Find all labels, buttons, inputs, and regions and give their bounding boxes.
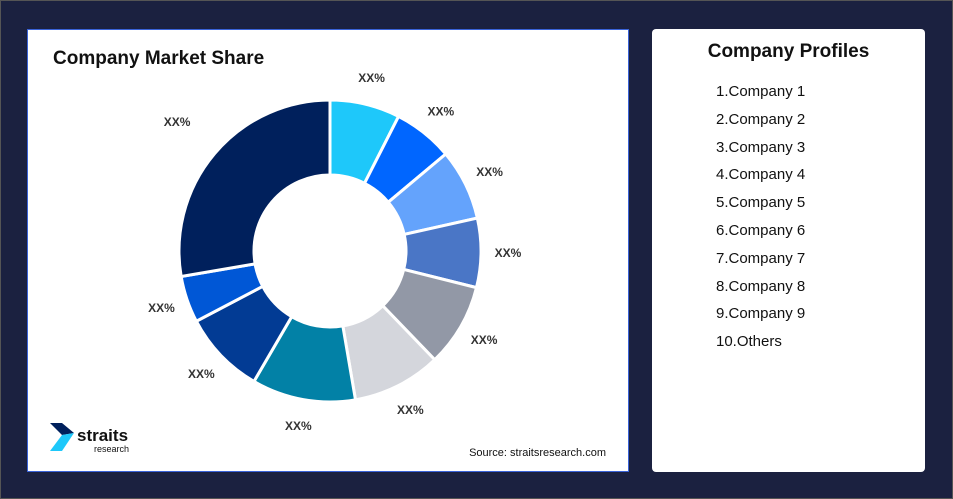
slice-label: XX% — [476, 165, 503, 179]
svg-text:research: research — [94, 444, 129, 454]
svg-text:straits: straits — [77, 426, 128, 445]
profile-item: 8.Company 8 — [716, 277, 806, 295]
straits-logo: straits research — [50, 423, 129, 454]
slice-label: XX% — [164, 115, 191, 129]
donut-slice — [177, 98, 332, 279]
profiles-list: 1.Company 1 2.Company 2 3.Company 3 4.Compa… — [716, 81, 805, 359]
slice-label: XX% — [471, 333, 498, 347]
slice-label: XX% — [285, 419, 312, 433]
profiles-title: Company Profiles — [707, 41, 870, 62]
market-share-card: Company Market Share XX% XX% XX% XX% XX% XX% X… — [27, 29, 629, 472]
profile-item: 2.Company 2 — [716, 110, 806, 128]
profile-item: 5.Company 5 — [716, 194, 806, 212]
slice-label: XX% — [358, 71, 385, 85]
donut-chart: XX% XX% XX% XX% XX% XX% XX% XX% XX% XX% — [148, 71, 522, 433]
slice-label: XX% — [495, 246, 522, 260]
slice-label: XX% — [188, 367, 215, 381]
company-profiles-panel: Company Profiles 1.Company 1 2.Company 2 3… — [652, 29, 925, 472]
profile-item: 10.Others — [716, 333, 782, 351]
slice-label: XX% — [428, 105, 455, 119]
slice-label: XX% — [148, 301, 175, 315]
source-text: Source: straitsresearch.com — [469, 447, 606, 459]
slice-label: XX% — [397, 403, 424, 417]
profile-item: 3.Company 3 — [716, 138, 806, 156]
profile-item: 1.Company 1 — [716, 83, 806, 100]
chart-title: Company Market Share — [53, 48, 265, 69]
profile-item: 9.Company 9 — [716, 305, 806, 323]
profile-item: 4.Company 4 — [716, 166, 806, 184]
profile-item: 6.Company 6 — [716, 221, 806, 239]
profile-item: 7.Company 7 — [716, 249, 806, 267]
